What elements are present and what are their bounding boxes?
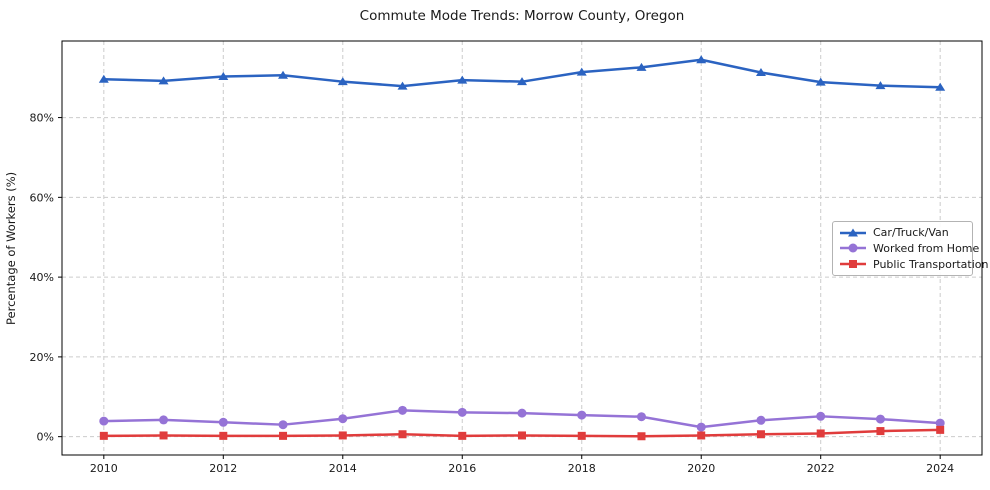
data-point <box>875 414 885 424</box>
x-tick-label: 2016 <box>448 462 476 475</box>
data-point <box>518 431 526 440</box>
data-point <box>636 62 647 71</box>
data-point <box>98 74 109 83</box>
legend-square-marker-icon <box>840 260 866 269</box>
data-point <box>158 76 169 85</box>
legend-item-car-truck-van: Car/Truck/Van <box>839 226 966 239</box>
legend-circle-marker-icon <box>840 243 866 253</box>
data-point <box>697 431 706 440</box>
legend-triangle-marker-icon <box>840 228 866 237</box>
data-point <box>755 68 766 77</box>
chart-title: Commute Mode Trends: Morrow County, Oreg… <box>359 8 685 24</box>
legend-marker-shape <box>848 243 858 253</box>
y-tick-label: 20% <box>30 351 54 364</box>
data-point <box>99 431 108 440</box>
x-tick-label: 2012 <box>209 462 237 475</box>
legend-label: Car/Truck/Van <box>873 226 949 240</box>
data-point <box>278 70 289 79</box>
data-point <box>398 430 407 439</box>
legend: Car/Truck/Van Worked from Home Public Tr… <box>832 221 988 276</box>
data-point <box>279 431 288 440</box>
legend-item-worked-from-home: Worked from Home <box>839 242 979 255</box>
y-tick-label: 0% <box>37 431 54 444</box>
data-point <box>219 431 228 440</box>
data-point <box>696 422 706 432</box>
data-point <box>218 71 229 80</box>
plot-border <box>61 40 983 456</box>
data-point <box>99 416 109 426</box>
data-point <box>876 427 885 436</box>
data-point <box>936 425 945 434</box>
data-point <box>159 431 168 440</box>
data-point <box>398 405 408 415</box>
x-tick-label: 2022 <box>807 462 835 475</box>
x-tick-label: 2014 <box>329 462 357 475</box>
data-point <box>458 431 467 440</box>
legend-marker-shape <box>848 228 858 237</box>
legend-label: Public Transportation <box>873 257 989 271</box>
data-point <box>517 408 527 418</box>
data-point <box>517 77 527 86</box>
data-point <box>816 429 825 438</box>
data-point <box>457 75 468 84</box>
data-point <box>875 81 886 90</box>
data-point <box>935 82 946 91</box>
x-tick-label: 2018 <box>568 462 596 475</box>
data-point <box>577 431 586 440</box>
data-point <box>756 430 765 439</box>
x-tick-label: 2024 <box>926 462 954 475</box>
y-tick-label: 80% <box>30 112 54 125</box>
legend-label: Worked from Home <box>873 241 980 255</box>
data-point <box>935 418 945 428</box>
data-point <box>338 431 347 440</box>
data-point <box>576 67 587 76</box>
data-point <box>278 420 288 430</box>
data-point <box>218 417 228 427</box>
data-point <box>338 414 348 424</box>
data-point <box>397 81 408 90</box>
data-point <box>159 415 169 425</box>
data-point <box>696 55 707 64</box>
y-tick-label: 60% <box>30 191 54 204</box>
data-point <box>756 415 766 425</box>
data-point <box>637 432 646 441</box>
legend-marker-shape <box>849 260 857 269</box>
data-point <box>457 407 467 417</box>
data-point <box>337 77 348 86</box>
x-tick-label: 2010 <box>90 462 118 475</box>
data-point <box>636 412 646 422</box>
data-point <box>815 77 826 86</box>
y-tick-label: 40% <box>30 271 54 284</box>
data-point <box>816 411 826 421</box>
data-point <box>577 410 587 420</box>
x-tick-label: 2020 <box>687 462 715 475</box>
legend-item-public-transportation: Public Transportation <box>839 258 988 271</box>
